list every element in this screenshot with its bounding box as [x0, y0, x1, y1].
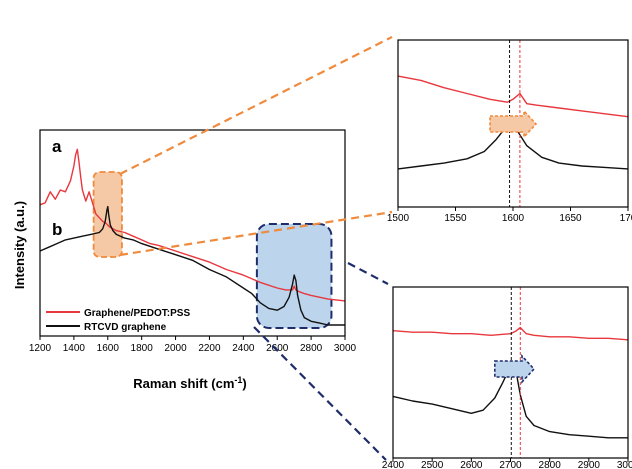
- g-band-highlight: [92, 171, 123, 258]
- g-inset-x-ticks: 1500 1550 1600 1650 170: [387, 207, 632, 224]
- g-shift-arrow: [489, 108, 538, 140]
- x-tick-label: 2800: [539, 460, 562, 469]
- x-tick-label: 2000: [164, 343, 187, 354]
- x-tick-label: 1500: [387, 213, 410, 224]
- legend-entry-rtcvd: RTCVD graphene: [84, 322, 167, 333]
- x-tick-label: 2500: [421, 460, 444, 469]
- 2d-inset-series: [392, 326, 629, 439]
- shift-arrow-shape: [493, 353, 536, 385]
- x-tick-label: 1400: [63, 343, 86, 354]
- g-inset-reference-lines: [509, 40, 521, 207]
- x-tick-label: 1650: [559, 213, 582, 224]
- x-tick-label: 2900: [578, 460, 601, 469]
- main-spectrum-chart: 1200 1400 1600 1800 2000 2200 2400 2600 2800 3000…: [12, 129, 357, 391]
- x-tick-label: 1600: [97, 343, 120, 354]
- g-callout-line-top: [119, 36, 393, 175]
- shift-arrow-shape: [489, 108, 538, 140]
- 2d-inset-x-ticks: 2400 2500 2600 2700 2800 2900 3000: [382, 458, 632, 469]
- x-tick-label: 1800: [131, 343, 154, 354]
- x-tick-label: 2400: [232, 343, 255, 354]
- x-tick-label: 1200: [29, 343, 52, 354]
- x-tick-label: 3000: [334, 343, 357, 354]
- series-line-pedot: [392, 326, 629, 341]
- x-tick-label: 2600: [460, 460, 483, 469]
- callout-lines: [119, 36, 393, 461]
- legend-entry-pedot: Graphene/PEDOT:PSS: [84, 308, 190, 319]
- main-plot-frame: [39, 129, 346, 337]
- x-tick-label: 2200: [198, 343, 221, 354]
- x-tick-label: 2800: [300, 343, 323, 354]
- g-band-inset: 1500 1550 1600 1650 170: [387, 39, 632, 224]
- main-series-group: [39, 148, 346, 326]
- 2d-callout-line-top: [347, 262, 389, 285]
- label-a: a: [52, 137, 62, 156]
- x-tick-label: 2400: [382, 460, 405, 469]
- x-tick-label: 1600: [502, 213, 525, 224]
- series-line-pedot: [39, 148, 346, 302]
- x-tick-label: 3000: [617, 460, 632, 469]
- x-axis-title: Raman shift (cm-1): [133, 375, 247, 391]
- x-tick-label: 1550: [444, 213, 467, 224]
- 2d-shift-arrow: [493, 353, 536, 385]
- main-x-ticks: 1200 1400 1600 1800 2000 2200 2400 2600 2800 3000: [29, 336, 357, 354]
- x-tick-label: 2700: [499, 460, 522, 469]
- series-line-pedot: [397, 75, 629, 118]
- legend: Graphene/PEDOT:PSS RTCVD graphene: [46, 308, 190, 333]
- g-callout-line-bottom: [119, 210, 393, 257]
- 2d-band-inset: 2400 2500 2600 2700 2800 2900 3000: [382, 286, 632, 469]
- series-line-rtcvd: [39, 205, 345, 326]
- x-tick-label: 2600: [266, 343, 289, 354]
- x-tick-label: 170: [620, 213, 632, 224]
- label-b: b: [52, 220, 62, 239]
- y-axis-title: Intensity (a.u.): [12, 201, 27, 289]
- 2d-callout-line-bottom: [253, 326, 387, 461]
